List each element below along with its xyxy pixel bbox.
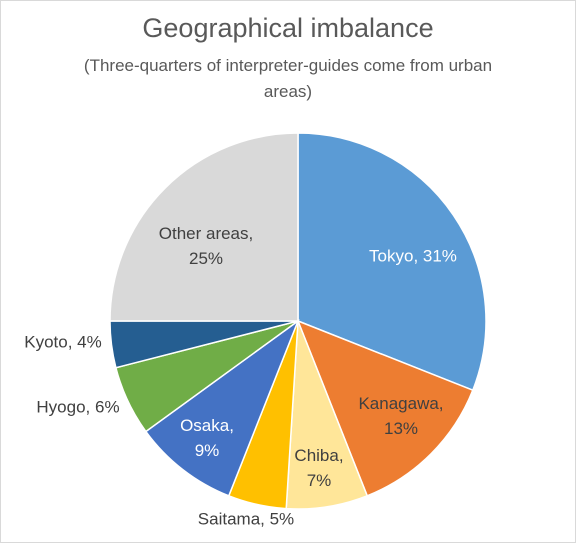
- data-label: Kyoto, 4%: [24, 332, 102, 352]
- data-label: Kanagawa, 13%: [358, 394, 444, 438]
- data-label: Tokyo, 31%: [369, 246, 457, 266]
- data-label: Saitama, 5%: [197, 509, 295, 529]
- pie-slice: [109, 132, 299, 322]
- data-label: Hyogo, 6%: [36, 397, 120, 417]
- data-label: Osaka, 9%: [180, 416, 234, 460]
- data-label: Other areas, 25%: [158, 224, 254, 268]
- chart-subtitle: (Three-quarters of interpreter-guides co…: [83, 56, 493, 101]
- data-label: Chiba, 7%: [294, 446, 344, 490]
- pie-slice: [296, 319, 474, 497]
- chart-title: Geographical imbalance: [142, 13, 434, 43]
- pie-slice: [297, 132, 487, 392]
- pie-slice: [144, 318, 300, 497]
